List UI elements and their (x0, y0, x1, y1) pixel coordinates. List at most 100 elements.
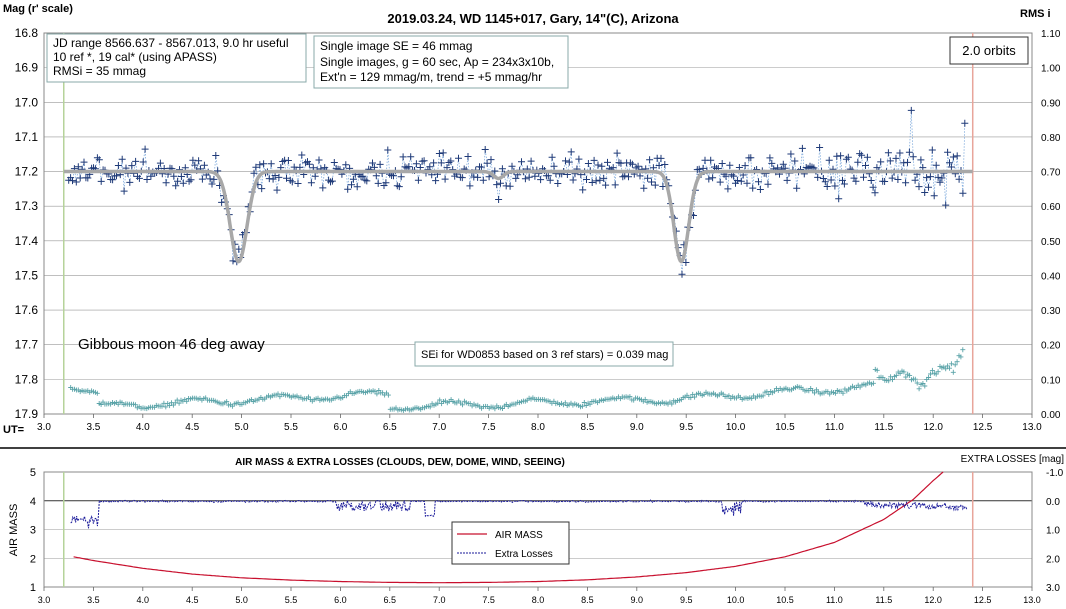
lightcurve-point (628, 160, 636, 168)
lightcurve-point (862, 162, 869, 169)
lightcurve-point (311, 172, 319, 180)
rms-point (870, 380, 876, 386)
airmass-x-tick-label: 9.0 (631, 595, 644, 605)
lightcurve-point (527, 157, 535, 165)
lightcurve-point (942, 201, 950, 209)
lightcurve-point (447, 157, 455, 165)
lightcurve-point (481, 146, 489, 153)
x-tick-label: 7.5 (482, 422, 496, 433)
lightcurve-point (548, 153, 556, 161)
rms-point (437, 397, 443, 403)
lightcurve-point (741, 162, 749, 170)
airmass-x-tick-label: 13.0 (1023, 595, 1041, 605)
airmass-chart-title: AIR MASS & EXTRA LOSSES (CLOUDS, DEW, DO… (235, 457, 565, 468)
lightcurve-point (858, 151, 866, 159)
rms-point (901, 369, 907, 375)
lightcurve-point (395, 183, 403, 191)
extra-losses-curve (70, 499, 968, 529)
lightcurve-point (315, 156, 323, 164)
legend-airmass-label: AIR MASS (495, 530, 543, 541)
x-tick-label: 4.5 (185, 422, 199, 433)
rms-point (916, 386, 922, 392)
airmass-x-tick-label: 10.5 (776, 595, 794, 605)
lightcurve-point (374, 179, 382, 187)
rms-point (812, 390, 817, 396)
airmass-x-tick-label: 8.0 (532, 595, 545, 605)
rms-point (886, 378, 892, 384)
lightcurve-point (915, 183, 923, 191)
lightcurve-point (399, 153, 407, 161)
rms-point (726, 393, 732, 399)
rms-point (385, 392, 391, 398)
rms-point (460, 402, 465, 408)
lightcurve-point (426, 163, 434, 171)
lightcurve-point (414, 176, 422, 184)
lightcurve-point (733, 177, 741, 184)
rms-point (922, 383, 928, 389)
airmass-x-tick-label: 7.0 (433, 595, 446, 605)
lightcurve-point (911, 176, 919, 184)
lightcurve-point (479, 176, 487, 184)
lightcurve-point (283, 174, 290, 182)
lightcurve-point (625, 173, 632, 181)
y-right-tick-label: 0.00 (1041, 410, 1061, 421)
lightcurve-point (141, 145, 149, 153)
lightcurve-point (955, 175, 963, 183)
airmass-x-tick-label: 12.0 (924, 595, 942, 605)
x-tick-label: 3.5 (86, 422, 100, 433)
sei-label: SEi for WD0853 based on 3 ref stars) = 0… (421, 349, 668, 361)
lightcurve-point (902, 179, 910, 187)
model-curve (62, 169, 974, 264)
lightcurve-point (353, 183, 361, 191)
lightcurve-point (118, 155, 126, 163)
lightcurve-point (871, 189, 879, 197)
lightcurve-point (376, 160, 384, 168)
lightcurve-point (420, 157, 428, 165)
lightcurve-point (298, 151, 306, 159)
lightcurve-point (823, 183, 831, 190)
lightcurve-point (814, 173, 822, 181)
lightcurve-point (69, 177, 76, 185)
lightcurve-point (487, 156, 495, 164)
rms-point (587, 401, 593, 407)
se-line-1: Single image SE = 46 mmag (320, 39, 472, 53)
lightcurve-point (946, 159, 953, 167)
lightcurve-point (621, 172, 629, 180)
lightcurve-point (567, 148, 575, 156)
lightcurve-point (565, 158, 573, 166)
y-right-tick-label: 0.40 (1041, 271, 1061, 282)
y-right-tick-label: 1.10 (1041, 29, 1061, 40)
lightcurve-line (68, 110, 966, 275)
airmass-x-tick-label: 3.5 (87, 595, 100, 605)
y-right-tick-label: 0.70 (1041, 168, 1061, 179)
lightcurve-point (791, 157, 799, 165)
lightcurve-point (944, 148, 952, 156)
lightcurve-point (95, 156, 103, 164)
airmass-tick-label: 2 (30, 553, 36, 565)
rms-point (929, 367, 935, 373)
lightcurve-point (191, 161, 199, 169)
lightcurve-point (195, 157, 203, 165)
lightcurve-point (252, 163, 260, 171)
rms-point (562, 400, 568, 406)
lightcurve-point (923, 174, 931, 182)
lightcurve-point (766, 154, 774, 162)
rms-point (914, 380, 920, 386)
lightcurve-point (634, 162, 642, 170)
rms-point (766, 391, 772, 397)
y-tick-label: 17.3 (15, 199, 39, 213)
y-tick-label: 17.5 (15, 268, 39, 282)
lightcurve-point (384, 146, 392, 154)
lightcurve-point (705, 175, 713, 183)
x-tick-label: 10.5 (775, 422, 795, 433)
lightcurve-point (546, 176, 554, 184)
lightcurve-point (156, 159, 164, 167)
lightcurve-point (743, 179, 751, 187)
lightcurve-point (302, 159, 310, 167)
lightcurve-point (525, 173, 533, 181)
airmass-x-tick-label: 5.0 (235, 595, 248, 605)
airmass-curve (73, 471, 944, 584)
lightcurve-point (147, 172, 155, 180)
lightcurve-point (925, 183, 932, 191)
lightcurve-point (275, 173, 283, 181)
